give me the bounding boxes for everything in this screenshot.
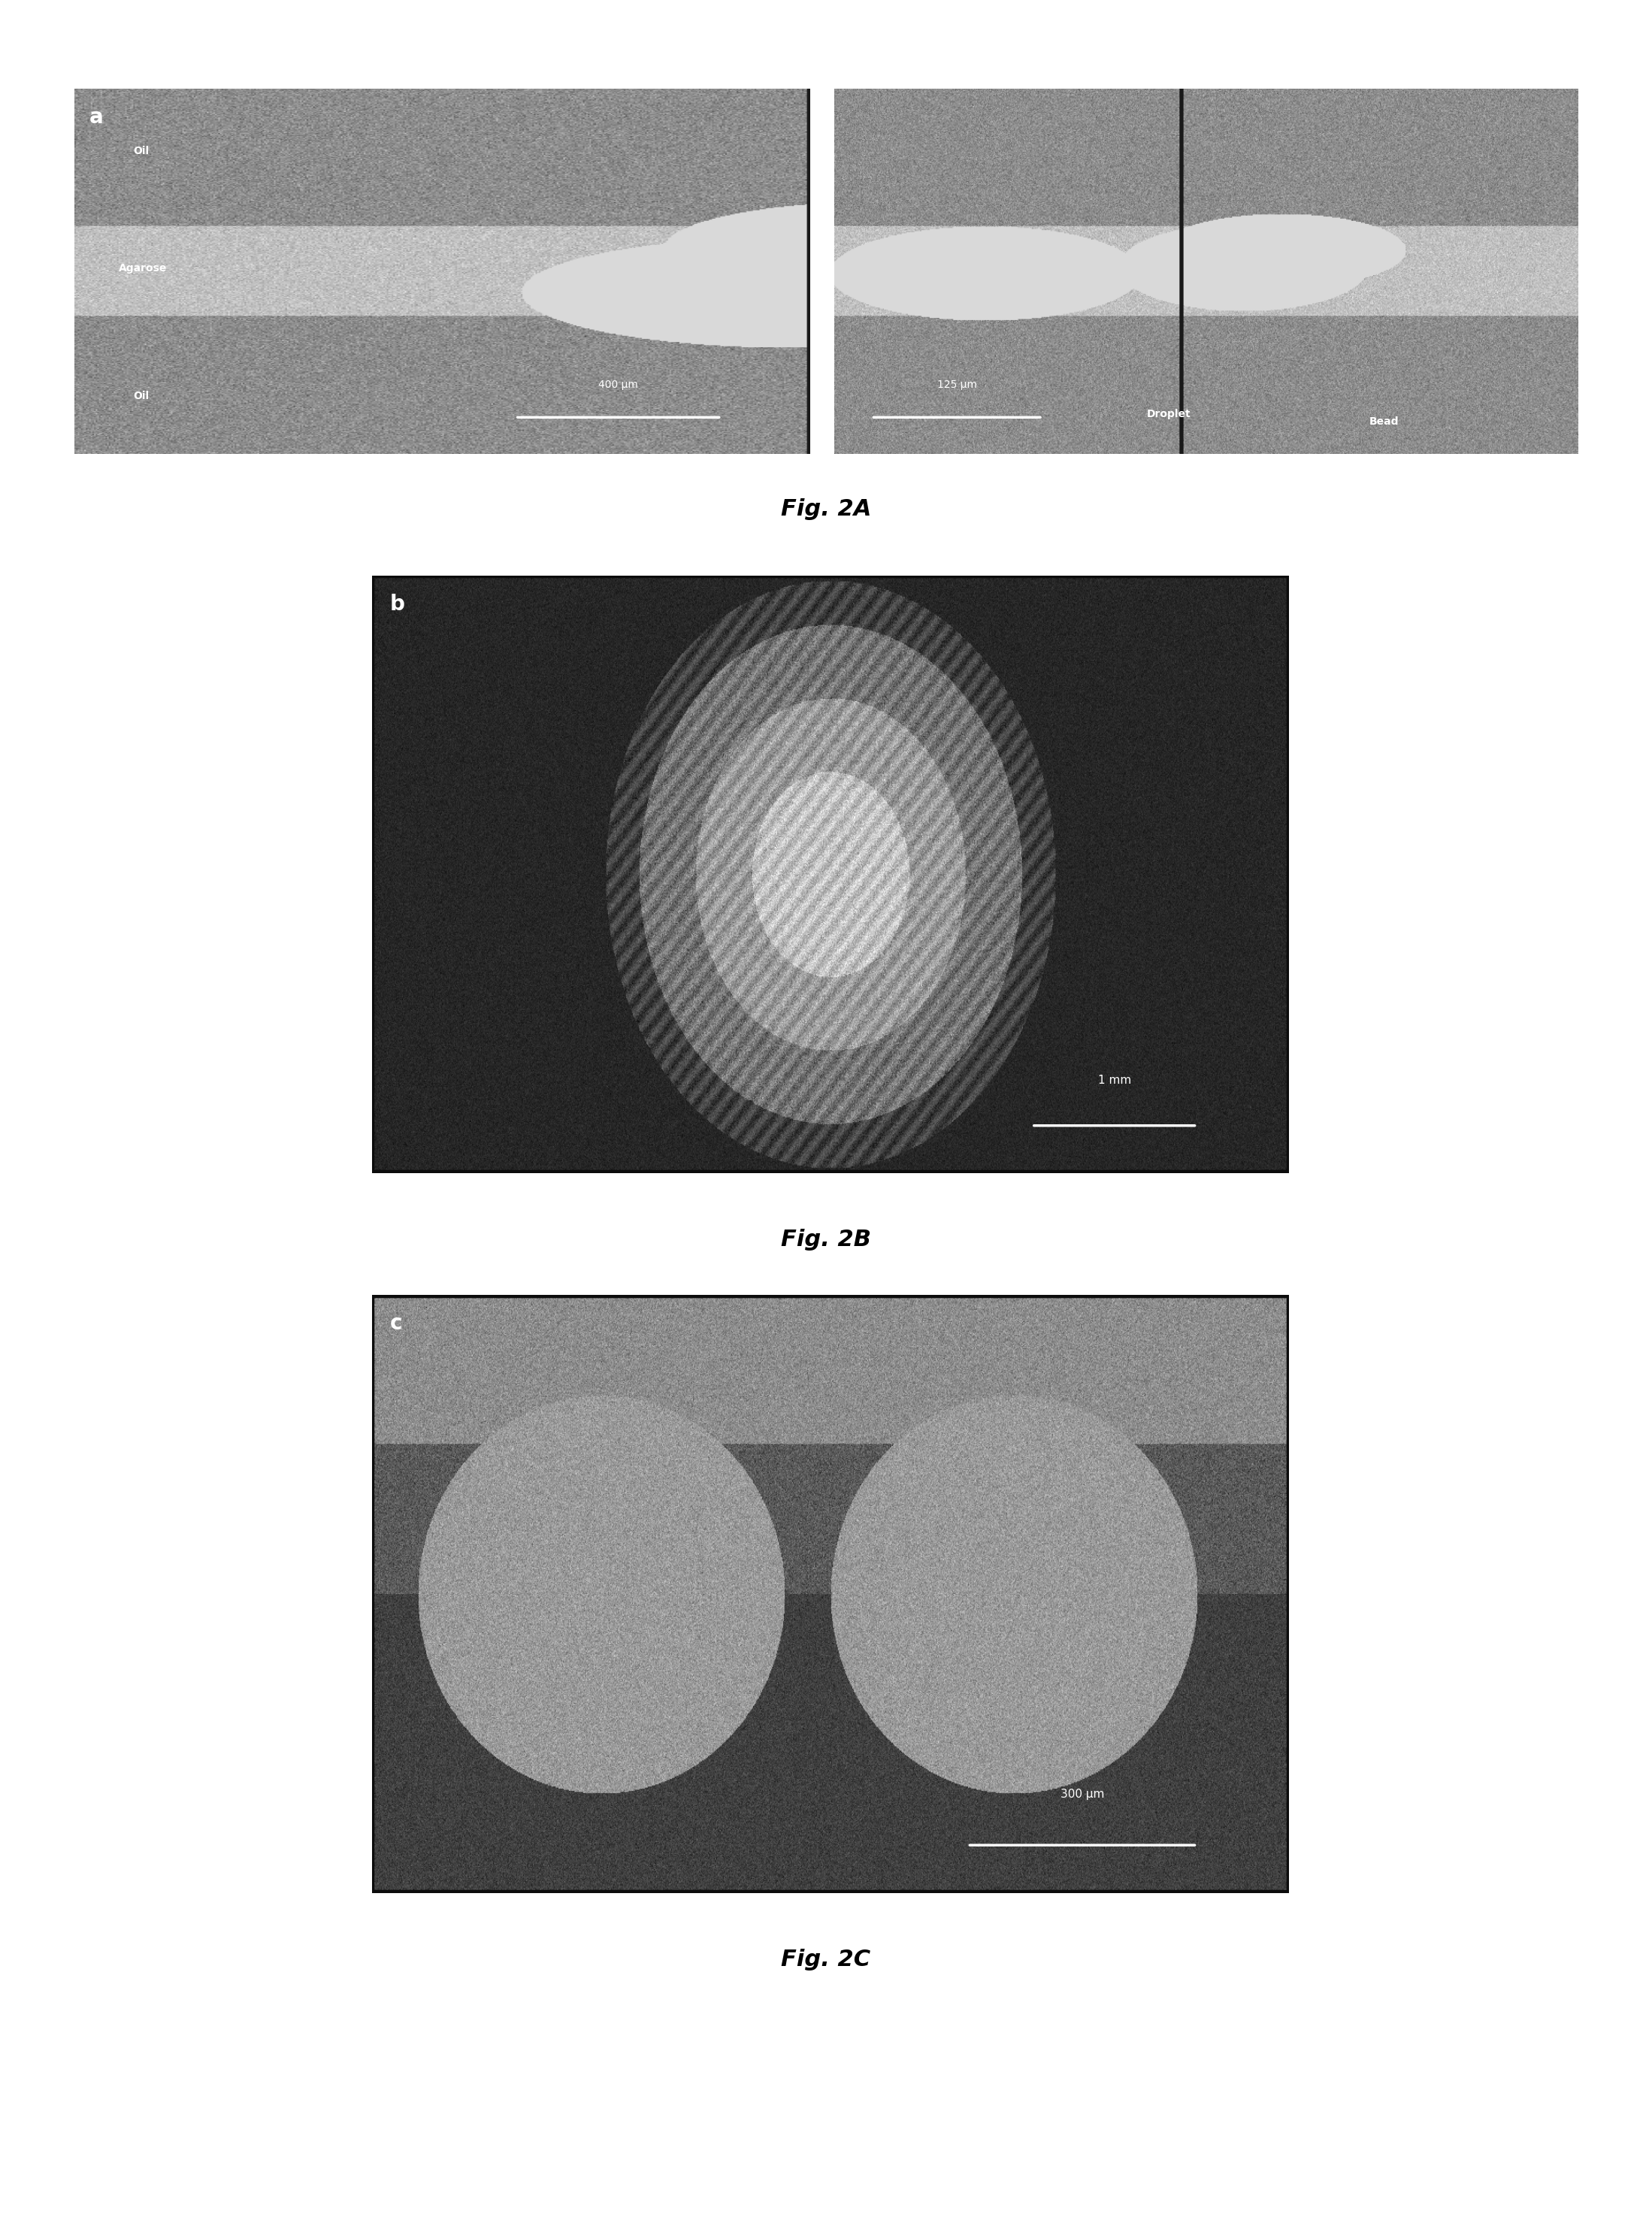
Text: 125 μm: 125 μm [937,381,976,390]
Text: 400 μm: 400 μm [598,381,638,390]
Text: Oil: Oil [134,392,149,401]
Text: Agarose: Agarose [119,263,167,275]
Text: Fig. 2A: Fig. 2A [781,498,871,520]
Text: Droplet: Droplet [1146,410,1191,421]
Text: Oil: Oil [134,146,149,157]
Text: Bead: Bead [1370,416,1399,427]
Text: a: a [89,106,102,128]
Text: b: b [390,593,405,615]
Text: 1 mm: 1 mm [1097,1074,1132,1087]
Text: 300 μm: 300 μm [1061,1789,1104,1800]
Text: Fig. 2B: Fig. 2B [781,1229,871,1251]
Text: c: c [390,1313,403,1335]
Text: Fig. 2C: Fig. 2C [781,1948,871,1970]
